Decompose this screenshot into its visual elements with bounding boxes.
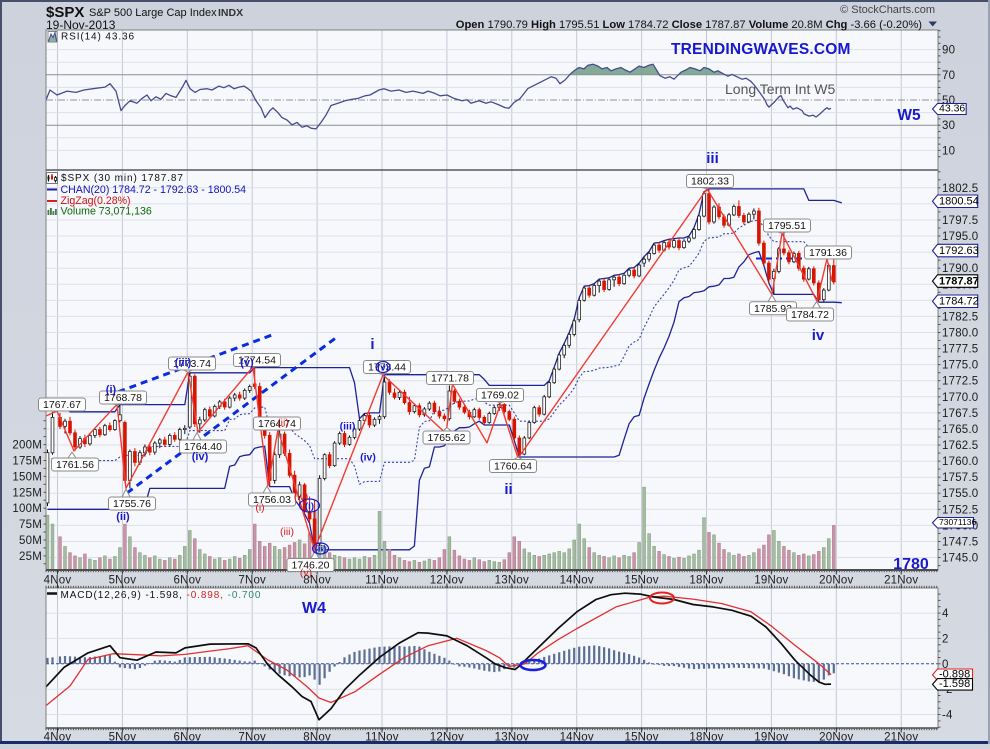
svg-text:4Nov: 4Nov [44,575,72,587]
svg-text:Long Term Int W5: Long Term Int W5 [725,81,835,97]
svg-text:1784.72: 1784.72 [939,296,979,308]
svg-text:(i): (i) [106,384,117,396]
svg-text:1777.5: 1777.5 [942,344,978,356]
svg-text:(iii): (iii) [340,421,356,433]
svg-text:(v): (v) [377,363,389,374]
svg-text:1772.5: 1772.5 [942,376,978,388]
svg-text:1761.56: 1761.56 [56,459,94,471]
svg-text:1747.5: 1747.5 [942,537,978,549]
svg-text:75M: 75M [19,519,42,531]
svg-text:19-Nov-2013: 19-Nov-2013 [46,18,116,32]
svg-text:W4: W4 [302,600,326,617]
svg-text:4: 4 [942,608,949,620]
svg-text:(iv): (iv) [192,451,209,463]
svg-text:21Nov: 21Nov [884,575,918,587]
svg-text:7Nov: 7Nov [238,575,266,587]
svg-text:6Nov: 6Nov [173,575,201,587]
svg-text:1780: 1780 [893,556,929,573]
svg-text:2: 2 [942,633,949,645]
svg-text:1767.67: 1767.67 [43,399,81,411]
svg-text:TRENDINGWAVES.COM: TRENDINGWAVES.COM [671,41,851,58]
svg-text:125M: 125M [12,487,42,499]
svg-text:50M: 50M [19,535,42,547]
svg-text:Volume 73,071,136: Volume 73,071,136 [61,206,152,218]
svg-text:1769.02: 1769.02 [481,390,519,402]
svg-text:1752.5: 1752.5 [942,504,978,516]
svg-text:1800.54: 1800.54 [939,196,979,208]
svg-text:(iv): (iv) [360,452,376,464]
svg-text:iv: iv [812,327,825,344]
svg-text:73071136: 73071136 [939,517,976,527]
svg-text:30: 30 [942,120,955,132]
svg-text:1762.5: 1762.5 [942,440,978,452]
svg-text:15Nov: 15Nov [624,575,658,587]
svg-text:100M: 100M [12,503,42,515]
svg-text:ii: ii [504,481,512,498]
svg-text:-1.598: -1.598 [939,678,970,690]
svg-text:12Nov: 12Nov [430,575,464,587]
svg-text:1745.0: 1745.0 [942,553,978,565]
svg-text:W5: W5 [897,107,921,124]
svg-text:INDX: INDX [218,7,243,19]
svg-text:(ii): (ii) [116,511,130,523]
svg-text:1775.0: 1775.0 [942,360,978,372]
svg-text:(v): (v) [300,567,312,579]
svg-text:Open 1790.79 High 1795.51 Low: Open 1790.79 High 1795.51 Low 1784.72 Cl… [456,19,923,31]
svg-text:19Nov: 19Nov [754,575,788,587]
svg-text:(iii): (iii) [280,526,294,538]
svg-text:(iv): (iv) [294,491,309,503]
svg-text:1755.0: 1755.0 [942,488,978,500]
svg-text:-4: -4 [942,710,953,722]
svg-text:1755.76: 1755.76 [113,498,151,510]
svg-text:200M: 200M [12,440,42,452]
svg-text:i: i [370,336,374,353]
svg-text:18Nov: 18Nov [689,575,723,587]
svg-text:1770.0: 1770.0 [942,392,978,404]
svg-text:1802.5: 1802.5 [942,183,978,195]
svg-text:1757.5: 1757.5 [942,472,978,484]
svg-text:1784.72: 1784.72 [791,309,829,321]
svg-text:10: 10 [942,145,955,157]
svg-text:(i): (i) [255,502,264,514]
svg-text:90: 90 [942,45,955,57]
svg-text:(ii): (ii) [277,417,289,429]
svg-text:1787.87: 1787.87 [939,275,979,287]
svg-text:150M: 150M [12,471,42,483]
svg-text:1760.64: 1760.64 [494,461,532,473]
svg-text:iii: iii [706,150,719,167]
svg-text:1782.5: 1782.5 [942,311,978,323]
svg-text:1790.0: 1790.0 [942,263,978,275]
svg-text:1771.78: 1771.78 [431,373,469,385]
svg-text:$SPX (30 min) 1787.87: $SPX (30 min) 1787.87 [61,173,184,184]
svg-text:1802.33: 1802.33 [691,176,729,188]
svg-text:13Nov: 13Nov [495,575,529,587]
svg-text:1792.63: 1792.63 [939,245,979,257]
svg-text:1760.0: 1760.0 [942,456,978,468]
svg-text:1765.62: 1765.62 [428,432,466,444]
svg-text:1795.51: 1795.51 [768,220,806,232]
svg-text:11Nov: 11Nov [365,575,398,587]
svg-text:1797.5: 1797.5 [942,215,978,227]
svg-text:1791.36: 1791.36 [809,247,847,259]
svg-text:RSI(14) 43.36: RSI(14) 43.36 [61,32,135,43]
svg-text:14Nov: 14Nov [560,575,594,587]
svg-text:25M: 25M [19,551,42,563]
svg-text:5Nov: 5Nov [109,575,137,587]
svg-text:(iii): (iii) [175,357,192,369]
svg-text:1780.0: 1780.0 [942,328,978,340]
svg-text:1795.0: 1795.0 [942,231,978,243]
svg-text:(v): (v) [240,357,254,369]
svg-text:43.36: 43.36 [939,103,965,115]
svg-text:© StockCharts.com: © StockCharts.com [840,4,935,16]
svg-text:MACD(12,26,9) -1.598, -0.898,: MACD(12,26,9) -1.598, -0.898, -0.700 [61,590,262,601]
svg-text:1765.0: 1765.0 [942,424,978,436]
svg-text:1767.5: 1767.5 [942,408,978,420]
svg-text:20Nov: 20Nov [819,575,853,587]
svg-text:70: 70 [942,70,955,82]
svg-text:175M: 175M [12,456,42,468]
